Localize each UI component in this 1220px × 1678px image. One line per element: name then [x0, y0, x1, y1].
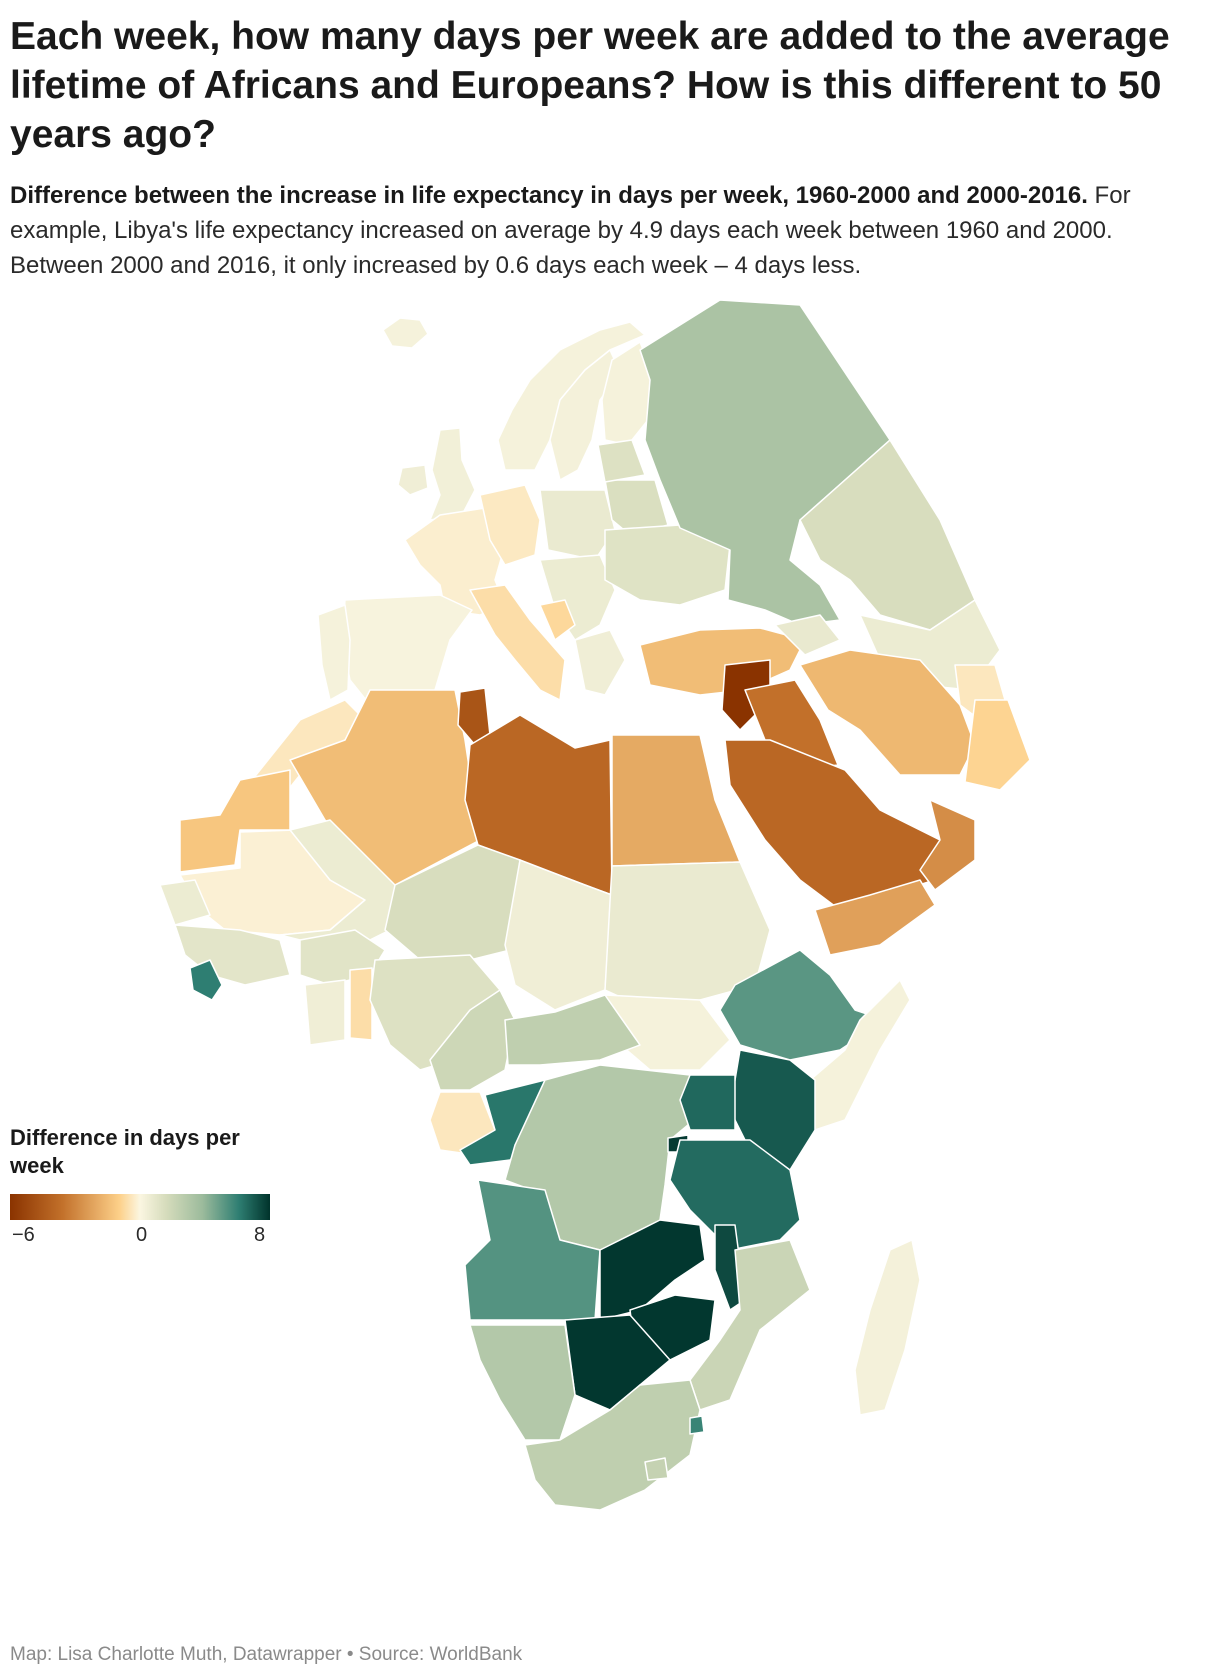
region-togo[interactable]: Togo	[349, 967, 373, 1041]
description-text: For example, Libya's life expectancy inc…	[10, 182, 1131, 279]
region-united-kingdom[interactable]: United Kingdom	[429, 427, 476, 521]
region-senegal[interactable]: Senegal	[159, 879, 211, 926]
region-somalia[interactable]: Somalia	[809, 979, 911, 1131]
legend-mid-label: 0	[136, 1224, 148, 1246]
region-uganda[interactable]: Uganda	[679, 1074, 736, 1131]
region-yemen[interactable]: Yemen	[814, 879, 936, 956]
region-caucasus[interactable]: Caucasus	[774, 614, 841, 656]
region-oman[interactable]: Oman	[919, 799, 976, 891]
region-sudan[interactable]: Sudan	[604, 861, 771, 1016]
region-namibia[interactable]: Namibia	[469, 1324, 576, 1441]
region-madagascar[interactable]: Madagascar	[854, 1239, 921, 1416]
region-lesotho[interactable]: Lesotho	[644, 1457, 669, 1481]
region-poland[interactable]: Poland	[539, 489, 616, 561]
legend-max-label: 8	[254, 1224, 266, 1246]
region-mozambique[interactable]: Mozambique	[689, 1239, 811, 1411]
choropleth-map: IcelandNorwaySwedenFinlandUnited Kingdom…	[159, 299, 1031, 1511]
region-ireland[interactable]: Ireland	[397, 464, 429, 496]
region-pakistan[interactable]: Pakistan	[964, 699, 1031, 791]
legend-min-label: −6	[12, 1224, 35, 1246]
region-bosnia-and-herzegovina[interactable]: Bosnia and Herzegovina	[539, 599, 576, 641]
region-chad[interactable]: Chad	[504, 859, 613, 1011]
color-legend: Difference in days per week −6 0 8	[10, 1124, 270, 1252]
region-italy[interactable]: Italy	[469, 584, 566, 701]
legend-ticks: −6 0 8	[10, 1224, 270, 1252]
region-egypt[interactable]: Egypt	[611, 734, 741, 867]
region-spain[interactable]: Spain	[341, 594, 473, 706]
region-portugal[interactable]: Portugal	[317, 604, 351, 701]
region-finland[interactable]: Finland	[601, 341, 653, 446]
region-greece[interactable]: Greece	[574, 629, 626, 696]
region-ghana[interactable]: Ghana	[304, 979, 346, 1046]
source-credit: Map: Lisa Charlotte Muth, Datawrapper • …	[10, 1644, 523, 1665]
legend-title: Difference in days per week	[10, 1125, 240, 1178]
region-liberia[interactable]: Liberia	[189, 959, 223, 1001]
region-iceland[interactable]: Iceland	[382, 317, 429, 349]
region-baltics[interactable]: Baltics	[597, 439, 646, 483]
description-bold: Difference between the increase in life …	[10, 182, 1088, 209]
region-central-african-republic[interactable]: Central African Republic	[504, 994, 641, 1066]
chart-title: Each week, how many days per week are ad…	[10, 15, 1170, 156]
legend-gradient	[10, 1194, 270, 1220]
region-germany[interactable]: Germany	[479, 484, 541, 566]
chart-description: Difference between the increase in life …	[10, 178, 1210, 283]
region-niger[interactable]: Niger	[384, 844, 521, 961]
region-tanzania[interactable]: Tanzania	[669, 1139, 801, 1251]
region-eswatini[interactable]: Eswatini	[689, 1415, 705, 1435]
